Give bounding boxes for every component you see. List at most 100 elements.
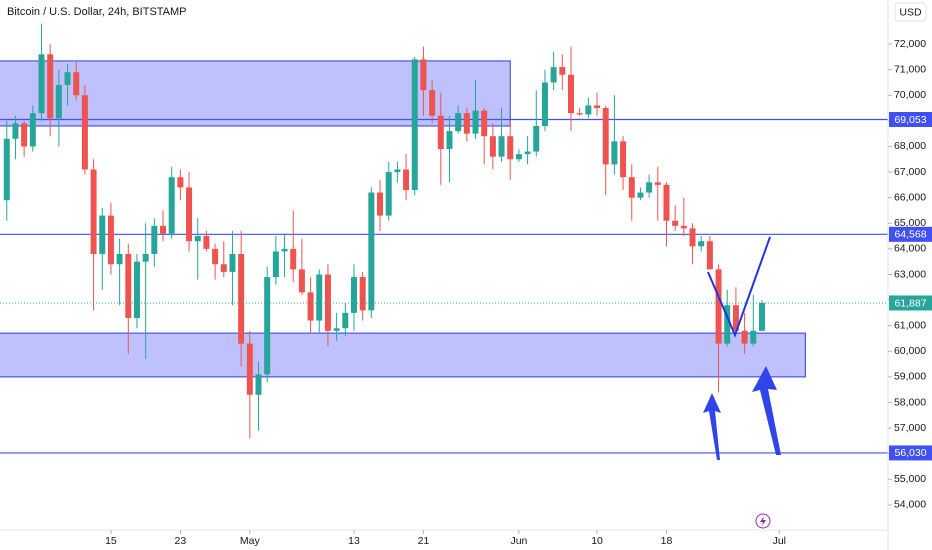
currency-label[interactable]: USD: [899, 6, 922, 18]
up-arrow: [752, 366, 781, 455]
x-tick-label: 10: [591, 535, 603, 547]
candle-body: [524, 151, 531, 155]
candle-body: [229, 253, 236, 272]
y-tick-label: 58,000: [894, 396, 926, 408]
x-tick-label: 21: [418, 535, 430, 547]
y-tick-label: 66,000: [894, 191, 926, 203]
candle-body: [73, 72, 80, 96]
x-tick-label: 13: [348, 535, 360, 547]
candle-body: [81, 95, 88, 170]
candle-body: [446, 131, 453, 150]
last-price-label: 61,887: [894, 297, 926, 309]
candle-body: [715, 269, 722, 344]
candle-body: [38, 54, 45, 114]
candle-body: [298, 269, 305, 293]
candle-body: [741, 330, 748, 344]
price-tags: 69,053 64,568 56,030 61,887: [889, 111, 932, 461]
candle-body: [698, 241, 705, 247]
event-icon[interactable]: [755, 513, 771, 529]
y-tick-label: 70,000: [894, 89, 926, 101]
candle-body: [541, 82, 548, 126]
candle-body: [550, 67, 557, 83]
candle-body: [333, 328, 340, 331]
candle-body: [602, 108, 609, 165]
candle-body: [481, 110, 488, 137]
candle-body: [272, 251, 279, 278]
candle-body: [663, 184, 670, 221]
chart-title: Bitcoin / U.S. Dollar, 24h, BITSTAMP: [7, 6, 187, 18]
candle-body: [758, 302, 765, 331]
level-tag: [889, 111, 932, 127]
candle-body: [515, 154, 522, 160]
candle-body: [750, 330, 757, 344]
candle-body: [186, 187, 193, 242]
y-tick-label: 61,000: [894, 319, 926, 331]
level-tag: [889, 445, 932, 461]
level-tag: [889, 226, 932, 242]
candle-body: [411, 59, 418, 190]
x-tick-label: Jul: [773, 535, 786, 547]
candle-body: [212, 248, 219, 265]
candle-body: [420, 59, 427, 91]
pattern-line: [707, 236, 771, 338]
candle-body: [264, 277, 271, 375]
candle-body: [498, 136, 505, 157]
y-tick-label: 54,000: [894, 499, 926, 511]
x-tick-label: 23: [175, 535, 187, 547]
candle-body: [646, 182, 653, 193]
candle-body: [533, 125, 540, 152]
candle-body: [672, 220, 679, 226]
candle-body: [437, 115, 444, 150]
zone: [0, 332, 806, 378]
candle-body: [472, 110, 479, 134]
candle-body: [64, 72, 71, 86]
y-tick-label: 59,000: [894, 371, 926, 383]
y-tick-label: 60,000: [894, 345, 926, 357]
candle-body: [194, 236, 201, 242]
candle-body: [47, 54, 54, 119]
y-tick-label: 65,000: [894, 217, 926, 229]
candle-body: [377, 192, 384, 216]
candle-body: [620, 141, 627, 178]
candle-body: [611, 141, 618, 165]
candle-body: [151, 225, 158, 254]
candle-body: [507, 136, 514, 160]
candle-body: [567, 74, 574, 114]
candle-body: [316, 274, 323, 321]
candle-body: [463, 113, 470, 134]
level-tag-label: 69,053: [894, 114, 926, 126]
candle-body: [177, 177, 184, 188]
candle-body: [706, 241, 713, 270]
currency-button[interactable]: [894, 2, 927, 22]
candle-body: [3, 138, 10, 201]
y-tick-label: 68,000: [894, 140, 926, 152]
candle-body: [489, 136, 496, 157]
candle-body: [116, 253, 123, 265]
candle-body: [559, 67, 566, 75]
event-icon-bolt: [760, 516, 766, 526]
candle-body: [368, 192, 375, 311]
candle-body: [342, 312, 349, 329]
y-tick-label: 72,000: [894, 38, 926, 50]
candle-body: [455, 113, 462, 132]
candle-body: [160, 225, 167, 234]
x-tick-label: 18: [661, 535, 673, 547]
candle-body: [307, 292, 314, 321]
candle-body: [281, 248, 288, 252]
candle-body: [628, 177, 635, 198]
plot-area: [0, 23, 888, 454]
y-tick-label: 55,000: [894, 473, 926, 485]
candle-body: [403, 169, 410, 190]
candle-body: [594, 105, 601, 109]
candle-body: [142, 253, 149, 262]
candle-body: [55, 85, 62, 119]
candle-body: [350, 277, 357, 313]
candle-body: [359, 277, 366, 311]
candle-body: [724, 305, 731, 344]
y-tick-label: 64,000: [894, 243, 926, 255]
candle-body: [168, 177, 175, 234]
y-tick-label: 67,000: [894, 166, 926, 178]
candle-body: [576, 113, 583, 115]
candle-body: [90, 169, 97, 254]
